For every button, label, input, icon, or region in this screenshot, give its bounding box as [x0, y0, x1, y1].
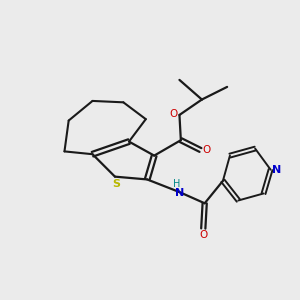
Text: N: N: [272, 165, 281, 175]
Text: O: O: [169, 109, 177, 118]
Text: N: N: [175, 188, 184, 198]
Text: S: S: [112, 179, 120, 189]
Text: O: O: [199, 230, 207, 240]
Text: O: O: [202, 145, 211, 155]
Text: H: H: [173, 179, 180, 189]
